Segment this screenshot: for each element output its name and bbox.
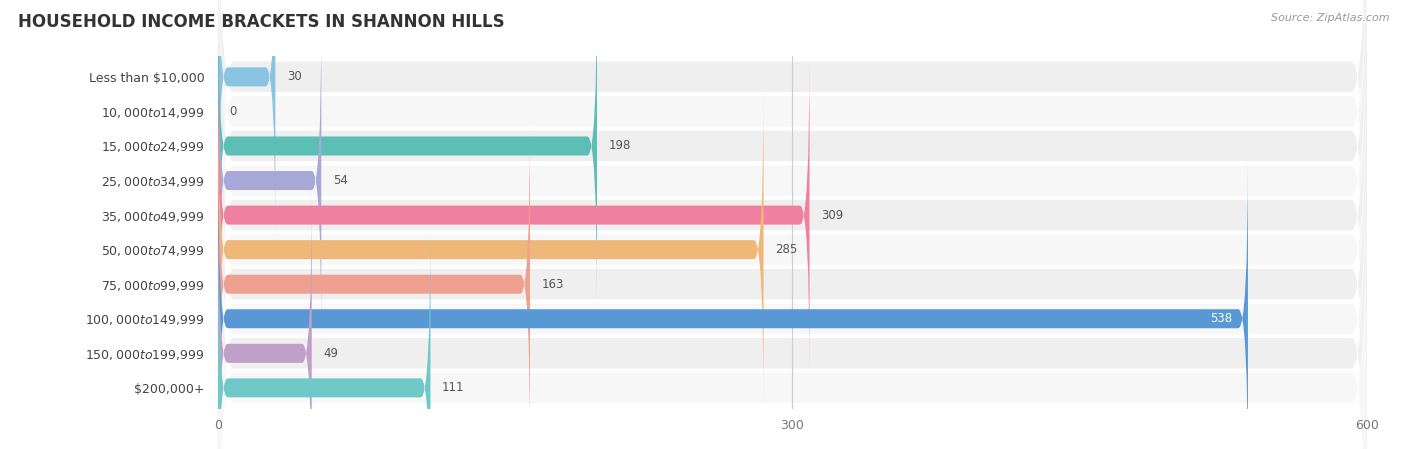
FancyBboxPatch shape bbox=[218, 0, 1367, 407]
Text: 0: 0 bbox=[229, 105, 236, 118]
Text: 111: 111 bbox=[441, 381, 464, 394]
FancyBboxPatch shape bbox=[218, 224, 430, 449]
FancyBboxPatch shape bbox=[218, 86, 763, 413]
Text: 163: 163 bbox=[541, 277, 564, 291]
FancyBboxPatch shape bbox=[218, 190, 312, 449]
FancyBboxPatch shape bbox=[218, 0, 276, 240]
Text: 198: 198 bbox=[609, 140, 631, 153]
FancyBboxPatch shape bbox=[218, 23, 1367, 449]
FancyBboxPatch shape bbox=[218, 0, 1367, 338]
FancyBboxPatch shape bbox=[218, 0, 1367, 449]
FancyBboxPatch shape bbox=[218, 17, 322, 344]
Text: HOUSEHOLD INCOME BRACKETS IN SHANNON HILLS: HOUSEHOLD INCOME BRACKETS IN SHANNON HIL… bbox=[18, 13, 505, 31]
FancyBboxPatch shape bbox=[218, 0, 1367, 373]
FancyBboxPatch shape bbox=[218, 57, 1367, 449]
FancyBboxPatch shape bbox=[218, 0, 1367, 449]
Text: Source: ZipAtlas.com: Source: ZipAtlas.com bbox=[1271, 13, 1389, 23]
Text: 49: 49 bbox=[323, 347, 339, 360]
FancyBboxPatch shape bbox=[218, 0, 1367, 442]
FancyBboxPatch shape bbox=[218, 121, 530, 448]
Text: 285: 285 bbox=[775, 243, 797, 256]
FancyBboxPatch shape bbox=[218, 155, 1249, 449]
Text: 54: 54 bbox=[333, 174, 347, 187]
FancyBboxPatch shape bbox=[218, 0, 598, 309]
FancyBboxPatch shape bbox=[218, 127, 1367, 449]
FancyBboxPatch shape bbox=[218, 52, 810, 379]
Text: 30: 30 bbox=[287, 70, 302, 84]
Text: 309: 309 bbox=[821, 209, 844, 221]
FancyBboxPatch shape bbox=[218, 92, 1367, 449]
Text: 538: 538 bbox=[1211, 312, 1233, 325]
